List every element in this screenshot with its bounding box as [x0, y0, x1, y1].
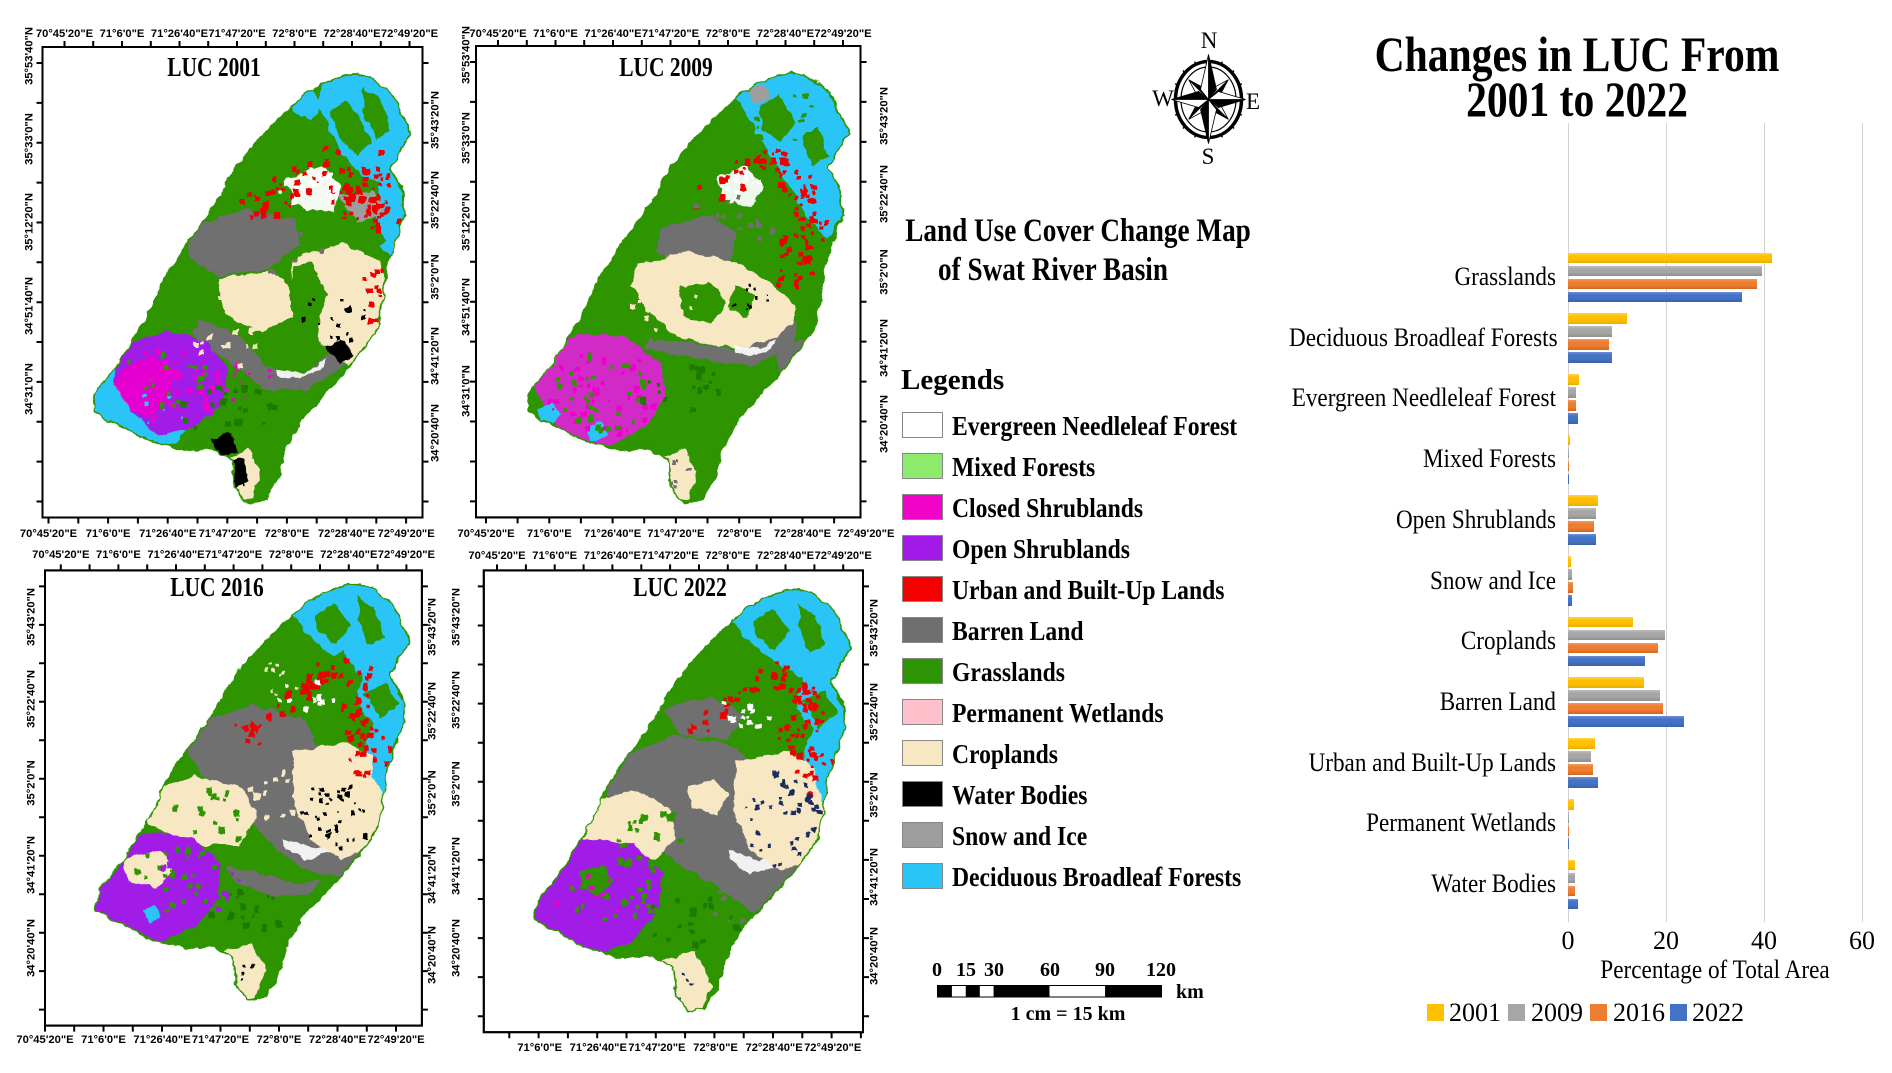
- svg-text:71°6'0"E: 71°6'0"E: [532, 550, 577, 562]
- svg-text:72°28'40"E: 72°28'40"E: [320, 549, 378, 561]
- svg-text:35°22'40"N: 35°22'40"N: [26, 670, 38, 728]
- svg-text:71°47'20"E: 71°47'20"E: [628, 1042, 686, 1054]
- svg-text:35°2'0"N: 35°2'0"N: [26, 760, 38, 805]
- svg-text:35°43'20"N: 35°43'20"N: [427, 598, 439, 656]
- svg-text:72°49'20"E: 72°49'20"E: [378, 549, 436, 561]
- svg-text:34°20'40"N: 34°20'40"N: [879, 395, 891, 453]
- svg-text:71°6'0"E: 71°6'0"E: [517, 1042, 562, 1054]
- svg-text:71°26'40"E: 71°26'40"E: [584, 550, 642, 562]
- svg-text:35°43'20"N: 35°43'20"N: [451, 588, 463, 646]
- svg-text:71°47'20"E: 71°47'20"E: [192, 1034, 250, 1046]
- svg-text:72°8'0"E: 72°8'0"E: [265, 528, 310, 540]
- svg-text:35°43'20"N: 35°43'20"N: [26, 588, 38, 646]
- svg-text:34°31'0"N: 34°31'0"N: [461, 365, 473, 417]
- svg-text:34°20'40"N: 34°20'40"N: [26, 919, 38, 977]
- svg-text:34°20'40"N: 34°20'40"N: [427, 926, 439, 984]
- svg-text:71°6'0"E: 71°6'0"E: [527, 528, 572, 540]
- svg-text:72°8'0"E: 72°8'0"E: [269, 549, 314, 561]
- svg-text:72°8'0"E: 72°8'0"E: [693, 1042, 738, 1054]
- svg-text:70°45'20"E: 70°45'20"E: [32, 549, 90, 561]
- svg-text:72°28'40"E: 72°28'40"E: [318, 528, 376, 540]
- svg-text:72°49'20"E: 72°49'20"E: [814, 28, 872, 40]
- svg-text:34°41'20"N: 34°41'20"N: [26, 836, 38, 894]
- svg-text:34°41'20"N: 34°41'20"N: [879, 319, 891, 377]
- svg-text:71°26'40"E: 71°26'40"E: [570, 1042, 628, 1054]
- svg-text:34°41'20"N: 34°41'20"N: [430, 327, 442, 385]
- svg-text:71°47'20"E: 71°47'20"E: [641, 550, 699, 562]
- svg-text:71°47'20"E: 71°47'20"E: [199, 528, 257, 540]
- svg-text:34°20'40"N: 34°20'40"N: [869, 927, 881, 985]
- svg-text:35°22'40"N: 35°22'40"N: [869, 683, 881, 741]
- svg-text:34°20'40"N: 34°20'40"N: [430, 404, 442, 462]
- svg-text:35°2'0"N: 35°2'0"N: [869, 772, 881, 817]
- svg-text:35°22'40"N: 35°22'40"N: [427, 682, 439, 740]
- svg-text:71°26'40"E: 71°26'40"E: [584, 528, 642, 540]
- svg-text:34°41'20"N: 34°41'20"N: [451, 837, 463, 895]
- svg-text:72°28'40"E: 72°28'40"E: [745, 1042, 803, 1054]
- svg-text:35°53'40"N: 35°53'40"N: [461, 26, 473, 84]
- svg-text:34°51'40"N: 34°51'40"N: [24, 277, 36, 335]
- svg-text:72°49'20"E: 72°49'20"E: [837, 528, 895, 540]
- svg-text:35°12'20"N: 35°12'20"N: [461, 193, 473, 251]
- svg-text:71°47'20"E: 71°47'20"E: [647, 528, 705, 540]
- svg-text:72°8'0"E: 72°8'0"E: [705, 550, 750, 562]
- svg-text:72°49'20"E: 72°49'20"E: [367, 1034, 425, 1046]
- svg-text:70°45'20"E: 70°45'20"E: [468, 550, 526, 562]
- svg-text:72°8'0"E: 72°8'0"E: [706, 28, 751, 40]
- svg-text:71°6'0"E: 71°6'0"E: [533, 28, 578, 40]
- svg-text:71°6'0"E: 71°6'0"E: [96, 549, 141, 561]
- svg-text:35°2'0"N: 35°2'0"N: [427, 770, 439, 815]
- svg-text:71°26'40"E: 71°26'40"E: [151, 28, 209, 40]
- svg-text:35°2'0"N: 35°2'0"N: [430, 254, 442, 299]
- svg-text:35°33'0"N: 35°33'0"N: [24, 113, 36, 165]
- svg-text:72°8'0"E: 72°8'0"E: [717, 528, 762, 540]
- svg-text:72°28'40"E: 72°28'40"E: [774, 528, 832, 540]
- svg-text:72°8'0"E: 72°8'0"E: [272, 28, 317, 40]
- svg-text:35°43'20"N: 35°43'20"N: [430, 91, 442, 149]
- svg-text:70°45'20"E: 70°45'20"E: [20, 528, 78, 540]
- svg-text:71°47'20"E: 71°47'20"E: [642, 28, 700, 40]
- svg-text:71°26'40"E: 71°26'40"E: [147, 549, 205, 561]
- svg-text:70°45'20"E: 70°45'20"E: [16, 1034, 74, 1046]
- svg-text:34°51'40"N: 34°51'40"N: [461, 278, 473, 336]
- svg-text:35°43'20"N: 35°43'20"N: [879, 87, 891, 145]
- svg-text:72°28'40"E: 72°28'40"E: [323, 28, 381, 40]
- svg-text:35°12'20"N: 35°12'20"N: [24, 193, 36, 251]
- svg-text:35°22'40"N: 35°22'40"N: [430, 171, 442, 229]
- svg-text:35°2'0"N: 35°2'0"N: [879, 249, 891, 294]
- svg-text:34°31'0"N: 34°31'0"N: [24, 363, 36, 415]
- svg-text:71°6'0"E: 71°6'0"E: [81, 1034, 126, 1046]
- svg-text:71°47'20"E: 71°47'20"E: [208, 28, 266, 40]
- svg-text:72°28'40"E: 72°28'40"E: [309, 1034, 367, 1046]
- svg-text:72°49'20"E: 72°49'20"E: [815, 550, 873, 562]
- svg-text:35°43'20"N: 35°43'20"N: [869, 599, 881, 657]
- svg-text:70°45'20"E: 70°45'20"E: [457, 528, 515, 540]
- svg-text:35°22'40"N: 35°22'40"N: [879, 165, 891, 223]
- svg-text:35°33'0"N: 35°33'0"N: [461, 112, 473, 164]
- svg-text:71°47'20"E: 71°47'20"E: [205, 549, 263, 561]
- svg-text:72°28'40"E: 72°28'40"E: [757, 550, 815, 562]
- svg-text:72°49'20"E: 72°49'20"E: [377, 528, 435, 540]
- svg-text:71°26'40"E: 71°26'40"E: [133, 1034, 191, 1046]
- svg-text:72°8'0"E: 72°8'0"E: [257, 1034, 302, 1046]
- svg-text:34°41'20"N: 34°41'20"N: [427, 846, 439, 904]
- svg-text:34°41'20"N: 34°41'20"N: [869, 848, 881, 906]
- svg-text:71°6'0"E: 71°6'0"E: [86, 528, 131, 540]
- svg-text:71°26'40"E: 71°26'40"E: [584, 28, 642, 40]
- svg-text:72°28'40"E: 72°28'40"E: [757, 28, 815, 40]
- svg-text:71°26'40"E: 71°26'40"E: [139, 528, 197, 540]
- svg-text:35°2'0"N: 35°2'0"N: [451, 761, 463, 806]
- svg-text:72°49'20"E: 72°49'20"E: [804, 1042, 862, 1054]
- svg-text:70°45'20"E: 70°45'20"E: [36, 28, 94, 40]
- svg-text:35°22'40"N: 35°22'40"N: [451, 671, 463, 729]
- svg-text:35°53'40"N: 35°53'40"N: [24, 27, 36, 85]
- svg-text:34°20'40"N: 34°20'40"N: [451, 919, 463, 977]
- svg-text:72°49'20"E: 72°49'20"E: [381, 28, 439, 40]
- svg-text:70°45'20"E: 70°45'20"E: [469, 28, 527, 40]
- svg-text:71°6'0"E: 71°6'0"E: [100, 28, 145, 40]
